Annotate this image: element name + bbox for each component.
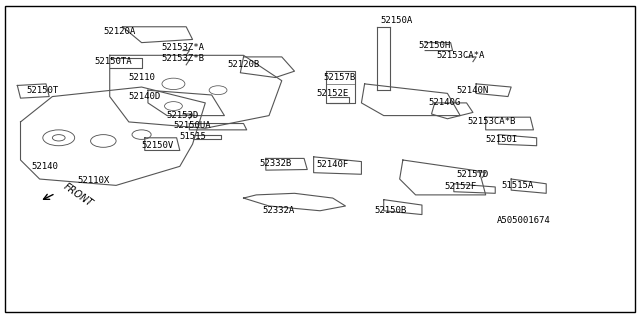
Text: 52120A: 52120A <box>103 27 136 36</box>
Text: 52153CA*B: 52153CA*B <box>468 117 516 126</box>
Text: 52152F: 52152F <box>444 182 476 191</box>
Text: 52153D: 52153D <box>167 111 199 120</box>
Text: 52150T: 52150T <box>27 86 59 95</box>
Text: 52150I: 52150I <box>486 135 518 144</box>
Text: 52140G: 52140G <box>428 99 460 108</box>
Text: 52140: 52140 <box>31 162 58 171</box>
Text: 52150H: 52150H <box>419 41 451 50</box>
Text: 52152E: 52152E <box>317 89 349 98</box>
Text: 52110X: 52110X <box>77 176 110 185</box>
Text: 51515: 51515 <box>179 132 206 141</box>
Text: 52150B: 52150B <box>374 206 406 215</box>
Text: A505001674: A505001674 <box>497 216 551 225</box>
Text: 52332B: 52332B <box>259 159 291 168</box>
Text: 52157B: 52157B <box>323 73 355 82</box>
Text: 52140N: 52140N <box>457 86 489 95</box>
Text: 51515A: 51515A <box>501 181 534 190</box>
Text: 52150TA: 52150TA <box>94 57 132 66</box>
Text: 52157D: 52157D <box>457 170 489 179</box>
Text: 52140F: 52140F <box>317 160 349 169</box>
Text: 52110: 52110 <box>128 73 155 82</box>
Text: 52332A: 52332A <box>262 206 294 215</box>
Text: 52150V: 52150V <box>141 141 173 150</box>
Text: 52150UA: 52150UA <box>173 121 211 130</box>
Text: 52153CA*A: 52153CA*A <box>436 51 484 60</box>
Text: 52153Z*B: 52153Z*B <box>161 54 205 63</box>
Text: 52120B: 52120B <box>227 60 260 69</box>
Text: 52150A: 52150A <box>380 16 413 25</box>
Text: FRONT: FRONT <box>62 181 95 209</box>
Text: 52153Z*A: 52153Z*A <box>161 43 205 52</box>
Text: 52140D: 52140D <box>129 92 161 101</box>
